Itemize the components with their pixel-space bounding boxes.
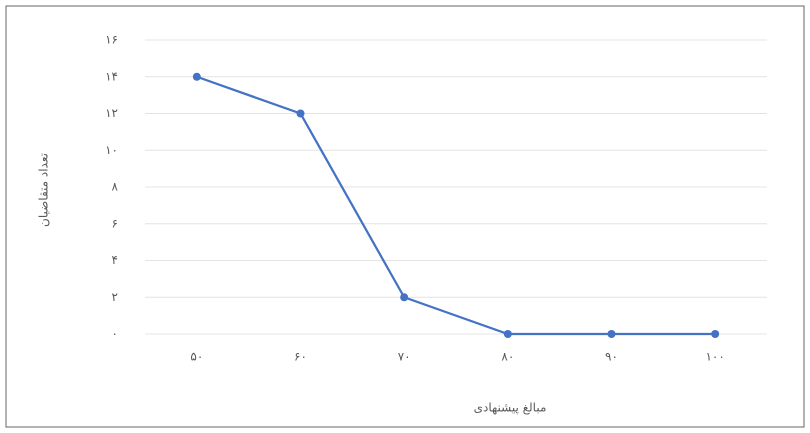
point	[503, 330, 512, 338]
line	[196, 75, 716, 336]
point	[192, 72, 201, 81]
chart-border	[5, 5, 805, 428]
y-tick-label: ۸	[112, 180, 119, 194]
y-tick-label: ۱۴	[105, 69, 118, 83]
y-tick-label: ۱۰	[105, 143, 118, 157]
x-tick-label: ۹۰	[605, 350, 618, 364]
point	[607, 330, 616, 338]
x-tick-label: ۱۰۰	[705, 350, 724, 364]
y-tick-label: ۰	[112, 327, 118, 341]
y-tick-label: ۲	[112, 290, 118, 304]
y-axis-title: تعداد متقاضیان	[37, 153, 51, 227]
x-tick-label: ۷۰	[398, 350, 411, 364]
y-tick-label: ۴	[112, 253, 118, 267]
y-tick-label: ۶	[112, 216, 118, 230]
y-tick-label: ۱۶	[105, 33, 118, 47]
x-tick-label: ۶۰	[294, 350, 307, 364]
point	[296, 109, 305, 118]
point	[400, 293, 409, 302]
x-axis-title: مبالغ پیشنهادی	[474, 401, 547, 415]
y-tick-label: ۱۲	[105, 106, 118, 120]
x-tick-label: ۵۰	[190, 350, 203, 364]
point	[711, 330, 720, 338]
x-tick-label: ۸۰	[501, 350, 514, 364]
